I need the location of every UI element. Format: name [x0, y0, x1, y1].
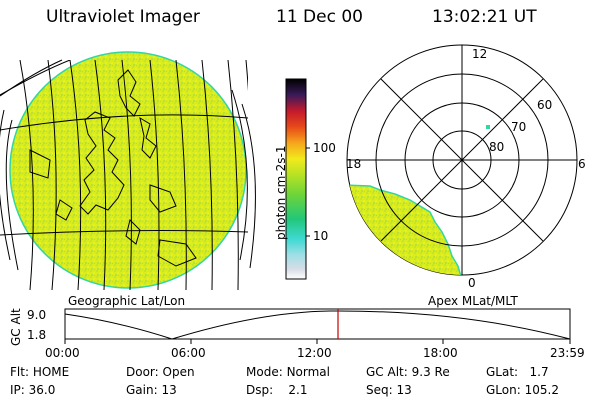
globe-disk: [9, 51, 247, 289]
info-glon: GLon: 105.2: [486, 383, 559, 397]
geo-caption: Geographic Lat/Lon: [68, 294, 186, 308]
info-mode: Mode: Normal: [246, 365, 330, 379]
info-door: Door: Open: [126, 365, 195, 379]
time-tick-1200: 12:00: [297, 346, 332, 360]
colorbar-label-10: 10: [313, 229, 329, 243]
date-label: 11 Dec 00: [276, 7, 363, 27]
altitude-axis-title: GC Alt: [9, 308, 23, 346]
colorbar: [285, 78, 310, 280]
lat-label-60: 60: [537, 98, 553, 112]
info-seq: Seq: 13: [366, 383, 412, 397]
instrument-title: Ultraviolet Imager: [46, 7, 200, 27]
lat-label-70: 70: [511, 120, 527, 134]
mlt-label-6: 6: [578, 157, 586, 171]
colorbar-unit-label: photon cm-2s-1: [274, 145, 288, 241]
info-gc-alt: GC Alt: 9.3 Re: [366, 365, 450, 379]
mlt-label-18: 18: [346, 157, 362, 171]
info-ip: IP: 36.0: [10, 383, 56, 397]
altitude-strip: [64, 308, 571, 344]
polar-caption: Apex MLat/MLT: [428, 294, 518, 308]
lat-label-80: 80: [489, 140, 505, 154]
colorbar-gradient: [285, 78, 307, 280]
colorbar-label-100: 100: [313, 141, 336, 155]
geo-map: [0, 51, 256, 290]
time-tick-0600: 06:00: [171, 346, 206, 360]
time-tick-1800: 18:00: [423, 346, 458, 360]
altitude-tick-low: 1.8: [27, 328, 47, 342]
mlt-label-0: 0: [468, 276, 476, 290]
altitude-frame: [64, 308, 571, 340]
time-label: 13:02:21 UT: [432, 7, 537, 27]
info-glat: GLat: 1.7: [486, 365, 549, 379]
info-gain: Gain: 13: [126, 383, 177, 397]
info-flt: Flt: HOME: [10, 365, 70, 379]
polar-plot: [346, 44, 578, 276]
time-tick-2359: 23:59: [550, 346, 585, 360]
info-dsp: Dsp: 2.1: [246, 383, 308, 397]
altitude-curve: [64, 310, 571, 340]
altitude-tick-high: 9.0: [27, 308, 47, 322]
mlt-label-12: 12: [472, 47, 488, 61]
emission-spot: [486, 125, 490, 129]
polar-diagonal-2: [380, 78, 544, 242]
time-tick-0000: 00:00: [45, 346, 80, 360]
